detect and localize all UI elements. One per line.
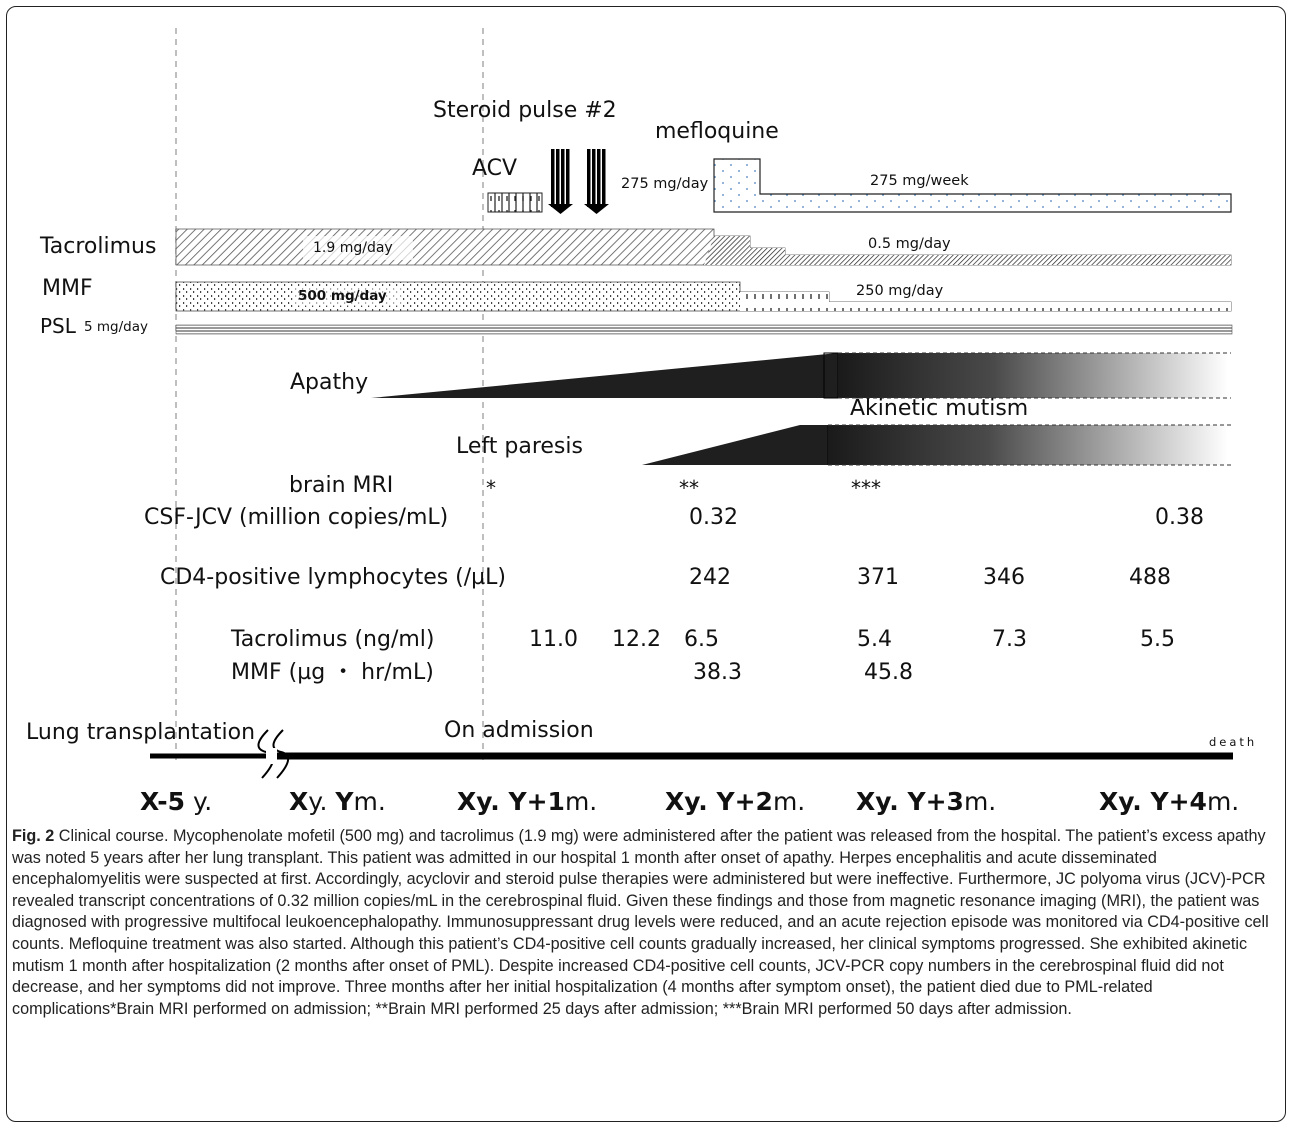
csf-value-2: 0.38: [1155, 505, 1204, 530]
psl-bar: [175, 324, 1233, 335]
mri-mark-1: *: [486, 476, 496, 500]
tac-value-5: 7.3: [992, 627, 1027, 652]
clinical-course-diagram: [150, 28, 1233, 779]
figure-frame: [6, 6, 1286, 1122]
tac-value-4: 5.4: [857, 627, 892, 652]
tacrolimus-reduced-dose: 0.5 mg/day: [868, 236, 951, 252]
mmf-reduced-dose: 250 mg/day: [856, 283, 944, 299]
mmf-initial-dose: 500 mg/day: [298, 288, 387, 304]
tac-value-6: 5.5: [1140, 627, 1175, 652]
acv-hatch: [494, 193, 538, 212]
cd4-label: CD4-positive lymphocytes (/µL): [160, 565, 507, 590]
tacrolimus-dose-label-bg: [303, 236, 413, 260]
akinetic-mutism-band: [828, 425, 1228, 465]
date-xy-ym: Xy. Ym.: [289, 787, 386, 816]
date-y-plus-2: Xy. Y+2m.: [665, 787, 806, 816]
steroid-pulse-arrows: [548, 149, 609, 214]
psl-label: PSL: [40, 314, 76, 338]
tac-value-2: 12.2: [612, 627, 661, 652]
mmf-value-2: 45.8: [864, 660, 913, 685]
date-y-plus-3: Xy. Y+3m.: [856, 787, 997, 816]
tacrolimus-reduced-bar: [704, 236, 1231, 265]
mmf-reduced-bar: [740, 292, 1231, 311]
cd4-value-2: 371: [857, 565, 899, 590]
death-label: death: [1209, 735, 1258, 749]
mmf-value-1: 38.3: [693, 660, 742, 685]
acv-label: ACV: [472, 156, 518, 181]
left-paresis-label: Left paresis: [456, 434, 583, 459]
mefloquine-initial-dose: 275 mg/day: [621, 176, 709, 192]
figure-caption: Fig. 2 Clinical course. Mycophenolate mo…: [12, 826, 1274, 1020]
on-admission-label: On admission: [444, 718, 594, 743]
paresis-wedge: [642, 425, 828, 465]
mefloquine-maint-dose: 275 mg/week: [870, 173, 969, 189]
mmf-level-label: MMF (µg ・ hr/mL): [231, 660, 434, 685]
tac-value-3: 6.5: [684, 627, 719, 652]
axis-break-gap: [266, 748, 277, 764]
tacrolimus-level-label: Tacrolimus (ng/ml): [231, 627, 435, 652]
apathy-persistent-band: [838, 353, 1228, 398]
tacrolimus-initial-dose: 1.9 mg/day: [313, 240, 393, 256]
mefloquine-label: mefloquine: [655, 119, 779, 144]
acv-bar: [487, 192, 543, 213]
mefloquine-bar: [713, 158, 1232, 213]
akinetic-mutism-label: Akinetic mutism: [850, 396, 1029, 421]
mri-mark-2: **: [679, 476, 699, 500]
axis-break-mark-2: [272, 729, 289, 779]
csf-value-1: 0.32: [689, 505, 738, 530]
cd4-value-1: 242: [689, 565, 731, 590]
date-x-5y: X-5 y.: [140, 787, 213, 816]
mmf-label: MMF: [42, 276, 93, 301]
caption-text: Clinical course. Mycophenolate mofetil (…: [12, 827, 1269, 1018]
lung-transplantation-label: Lung transplantation: [26, 720, 256, 745]
csf-jcv-label: CSF-JCV (million copies/mL): [144, 505, 449, 530]
tac-value-1: 11.0: [529, 627, 578, 652]
mri-mark-3: ***: [851, 476, 881, 500]
psl-dose: 5 mg/day: [84, 319, 148, 335]
brain-mri-label: brain MRI: [289, 473, 394, 498]
cd4-value-4: 488: [1129, 565, 1171, 590]
apathy-label: Apathy: [290, 370, 369, 395]
apathy-wedge: [371, 353, 838, 398]
mmf-dose-label-bg: [294, 288, 402, 306]
steroid-pulse-label: Steroid pulse #2: [433, 98, 617, 123]
cd4-value-3: 346: [983, 565, 1025, 590]
date-y-plus-1: Xy. Y+1m.: [457, 787, 598, 816]
date-y-plus-4: Xy. Y+4m.: [1099, 787, 1240, 816]
caption-label: Fig. 2: [12, 827, 55, 845]
tacrolimus-label: Tacrolimus: [40, 234, 157, 259]
